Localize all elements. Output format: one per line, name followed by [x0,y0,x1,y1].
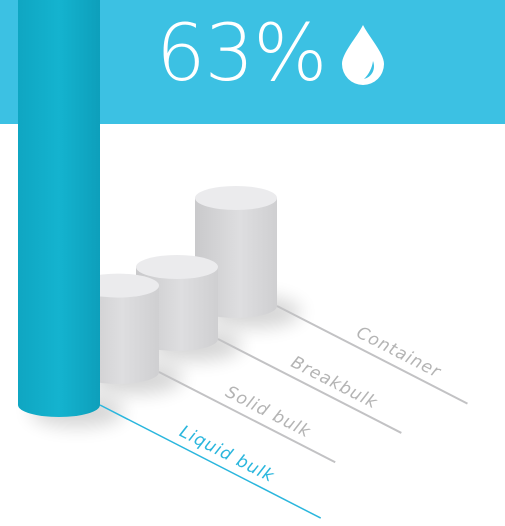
guide-line-solid-bulk [158,371,336,464]
water-drop-icon [342,25,385,85]
headline-value: 63% [156,9,327,99]
guide-line-container [276,305,468,405]
headline-row: 63% [156,4,388,104]
category-label-liquid-bulk: Liquid bulk [176,422,278,487]
category-label-breakbulk: Breakbulk [288,352,381,413]
guide-line-liquid-bulk [99,404,322,519]
bar-liquid-bulk [18,0,100,417]
guide-line-breakbulk [217,338,402,434]
bar-top-container [195,186,277,210]
bar-top-breakbulk [136,255,218,279]
